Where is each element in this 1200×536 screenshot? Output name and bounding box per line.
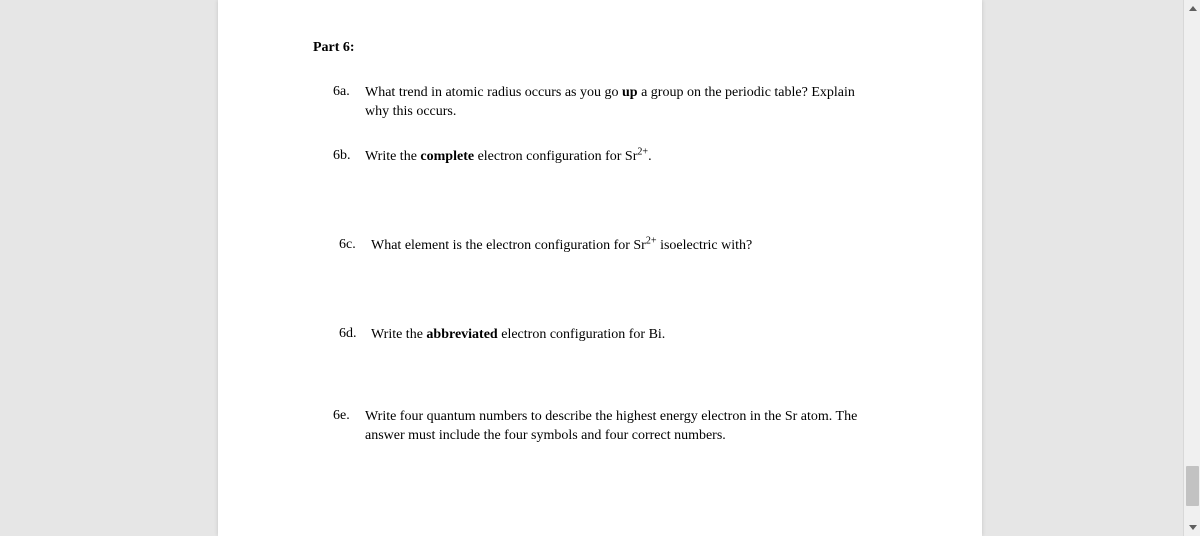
vertical-scrollbar[interactable]: [1183, 0, 1200, 536]
question-number: 6b.: [333, 148, 365, 167]
text-segment: electron configuration for Bi.: [498, 327, 666, 342]
question-text: Write the abbreviated electron configura…: [371, 326, 675, 345]
question-number: 6c.: [339, 237, 371, 256]
document-page: Part 6: 6a. What trend in atomic radius …: [218, 0, 982, 536]
question-text: What trend in atomic radius occurs as yo…: [365, 84, 887, 122]
text-segment: Write the: [371, 327, 426, 342]
text-segment: Write the: [365, 149, 420, 164]
part-title: Part 6:: [313, 40, 887, 56]
chevron-up-icon: [1189, 6, 1197, 11]
question-6e: 6e. Write four quantum numbers to descri…: [313, 408, 887, 446]
superscript: 2+: [646, 235, 657, 246]
question-6a: 6a. What trend in atomic radius occurs a…: [313, 84, 887, 122]
bold-text: up: [622, 85, 638, 100]
scrollbar-thumb[interactable]: [1186, 466, 1199, 506]
text-segment: .: [648, 149, 652, 164]
document-viewport: Part 6: 6a. What trend in atomic radius …: [0, 0, 1200, 536]
bold-text: complete: [420, 149, 474, 164]
question-6c: 6c. What element is the electron configu…: [313, 237, 887, 256]
bold-text: abbreviated: [426, 327, 497, 342]
text-segment: What trend in atomic radius occurs as yo…: [365, 85, 622, 100]
question-text: Write four quantum numbers to describe t…: [365, 408, 887, 446]
question-number: 6a.: [333, 84, 365, 122]
scroll-up-button[interactable]: [1184, 0, 1200, 17]
text-segment: electron configuration for Sr: [474, 149, 637, 164]
question-number: 6d.: [339, 326, 371, 345]
chevron-down-icon: [1189, 525, 1197, 530]
text-segment: isoelectric with?: [657, 238, 753, 253]
superscript: 2+: [637, 146, 648, 157]
question-text: What element is the electron configurati…: [371, 237, 762, 256]
question-6d: 6d. Write the abbreviated electron confi…: [313, 326, 887, 345]
question-number: 6e.: [333, 408, 365, 446]
question-6b: 6b. Write the complete electron configur…: [313, 148, 887, 167]
scroll-down-button[interactable]: [1184, 519, 1200, 536]
text-segment: What element is the electron configurati…: [371, 238, 646, 253]
question-text: Write the complete electron configuratio…: [365, 148, 662, 167]
